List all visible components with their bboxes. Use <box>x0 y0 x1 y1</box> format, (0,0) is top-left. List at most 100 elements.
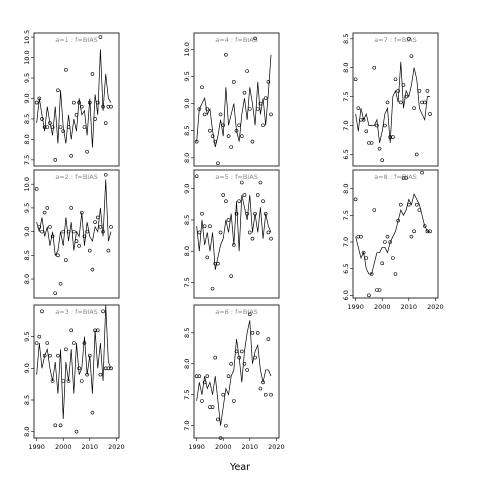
data-point <box>380 261 385 266</box>
y-tick-label: 9.0 <box>23 363 31 373</box>
data-point <box>74 113 79 117</box>
panel-title: a=1 : f=BIAS <box>55 36 98 44</box>
y-tick-label: 8.0 <box>183 359 191 369</box>
data-point <box>399 202 403 207</box>
data-point <box>45 125 50 129</box>
data-point <box>218 230 223 235</box>
data-point <box>50 379 55 383</box>
data-point <box>80 210 84 215</box>
data-point <box>45 206 50 210</box>
data-point <box>425 89 430 93</box>
data-point <box>401 176 406 180</box>
y-tick-label: 8.5 <box>183 215 191 225</box>
data-point <box>258 180 263 185</box>
data-point <box>369 141 374 145</box>
data-point <box>213 139 218 144</box>
y-tick-label: 7.0 <box>342 120 350 130</box>
data-point <box>69 328 73 333</box>
data-point <box>85 229 89 234</box>
trend-line <box>36 179 112 257</box>
data-point <box>202 380 207 385</box>
data-point <box>56 253 60 258</box>
data-point <box>234 211 239 216</box>
data-point <box>361 117 366 122</box>
data-point <box>87 100 92 105</box>
data-point <box>385 234 390 239</box>
data-point <box>414 202 419 207</box>
data-point <box>37 334 42 339</box>
data-point <box>101 229 105 234</box>
y-tick-label: 8.0 <box>23 426 31 436</box>
data-point <box>404 176 408 180</box>
panel-1: a=1 : f=BIAS 7.5 8.0 8.5 9.0 9.5 10.0 10.5 <box>23 30 120 167</box>
y-tick-label: 7.5 <box>342 91 350 101</box>
y-tick-label: 7.5 <box>342 210 350 220</box>
y-tick-label: 8.5 <box>183 328 191 338</box>
data-point <box>66 125 71 129</box>
data-point <box>250 236 255 241</box>
data-point <box>213 261 218 266</box>
data-point <box>213 355 218 360</box>
data-point <box>406 36 411 41</box>
data-point <box>42 125 47 129</box>
panel-6: a=6 : f=BIAS 7.0 7.5 8.0 8.5 1990 2000 2010 2020 <box>183 304 285 451</box>
y-tick-label: 6.0 <box>342 290 350 300</box>
data-point <box>388 135 392 139</box>
data-point <box>197 107 202 111</box>
data-point <box>412 229 416 234</box>
y-tick-label: 8.0 <box>183 153 191 163</box>
data-point <box>266 230 271 235</box>
data-point <box>50 125 55 129</box>
data-point <box>263 211 268 216</box>
y-tick-label: 9.0 <box>23 226 31 236</box>
data-point <box>417 208 422 212</box>
data-point <box>250 139 255 144</box>
data-point <box>74 429 79 434</box>
data-point <box>242 361 247 366</box>
x-tick-label: 2010 <box>82 443 99 451</box>
panel-frame <box>193 169 280 299</box>
data-point <box>58 125 63 129</box>
data-point <box>369 272 374 276</box>
panel-frame <box>33 304 120 439</box>
data-point <box>48 121 52 125</box>
panel-frame <box>352 32 439 167</box>
y-tick-label: 9.5 <box>23 73 31 83</box>
y-tick-label: 6.5 <box>342 263 350 273</box>
data-point <box>232 243 236 247</box>
data-point <box>200 211 204 216</box>
data-point <box>109 225 113 229</box>
panel-7: a=7 : f=BIAS 6.5 7.0 7.5 8.0 8.5 <box>342 32 439 167</box>
data-point <box>87 248 92 253</box>
y-tick-label: 8.5 <box>23 395 31 405</box>
data-point <box>425 229 430 234</box>
panel-title: a=2 : f=BIAS <box>55 173 98 181</box>
data-point <box>240 180 244 185</box>
y-tick-label: 9.5 <box>23 203 31 213</box>
data-point <box>42 210 47 215</box>
y-tick-label: 8.5 <box>183 126 191 136</box>
data-point <box>85 372 89 377</box>
data-point <box>95 100 100 105</box>
data-point <box>245 368 249 372</box>
data-point <box>90 410 95 415</box>
data-point <box>80 379 84 383</box>
data-point <box>224 199 228 204</box>
data-point <box>77 244 81 248</box>
data-point <box>56 353 60 358</box>
data-point <box>37 96 42 101</box>
data-point <box>69 153 73 158</box>
data-point <box>40 117 44 121</box>
data-point <box>53 158 58 162</box>
data-point <box>64 68 68 72</box>
data-point <box>40 229 44 234</box>
data-point <box>240 134 244 138</box>
y-tick-label: 8.5 <box>23 114 31 124</box>
data-point <box>80 104 84 109</box>
x-tick-label: 2010 <box>242 443 259 451</box>
data-point <box>218 436 223 440</box>
y-tick-label: 9.5 <box>183 71 191 81</box>
y-tick-label: 10.0 <box>23 50 31 64</box>
data-point <box>109 366 113 371</box>
panel-title: a=3 : f=BIAS <box>55 308 98 316</box>
